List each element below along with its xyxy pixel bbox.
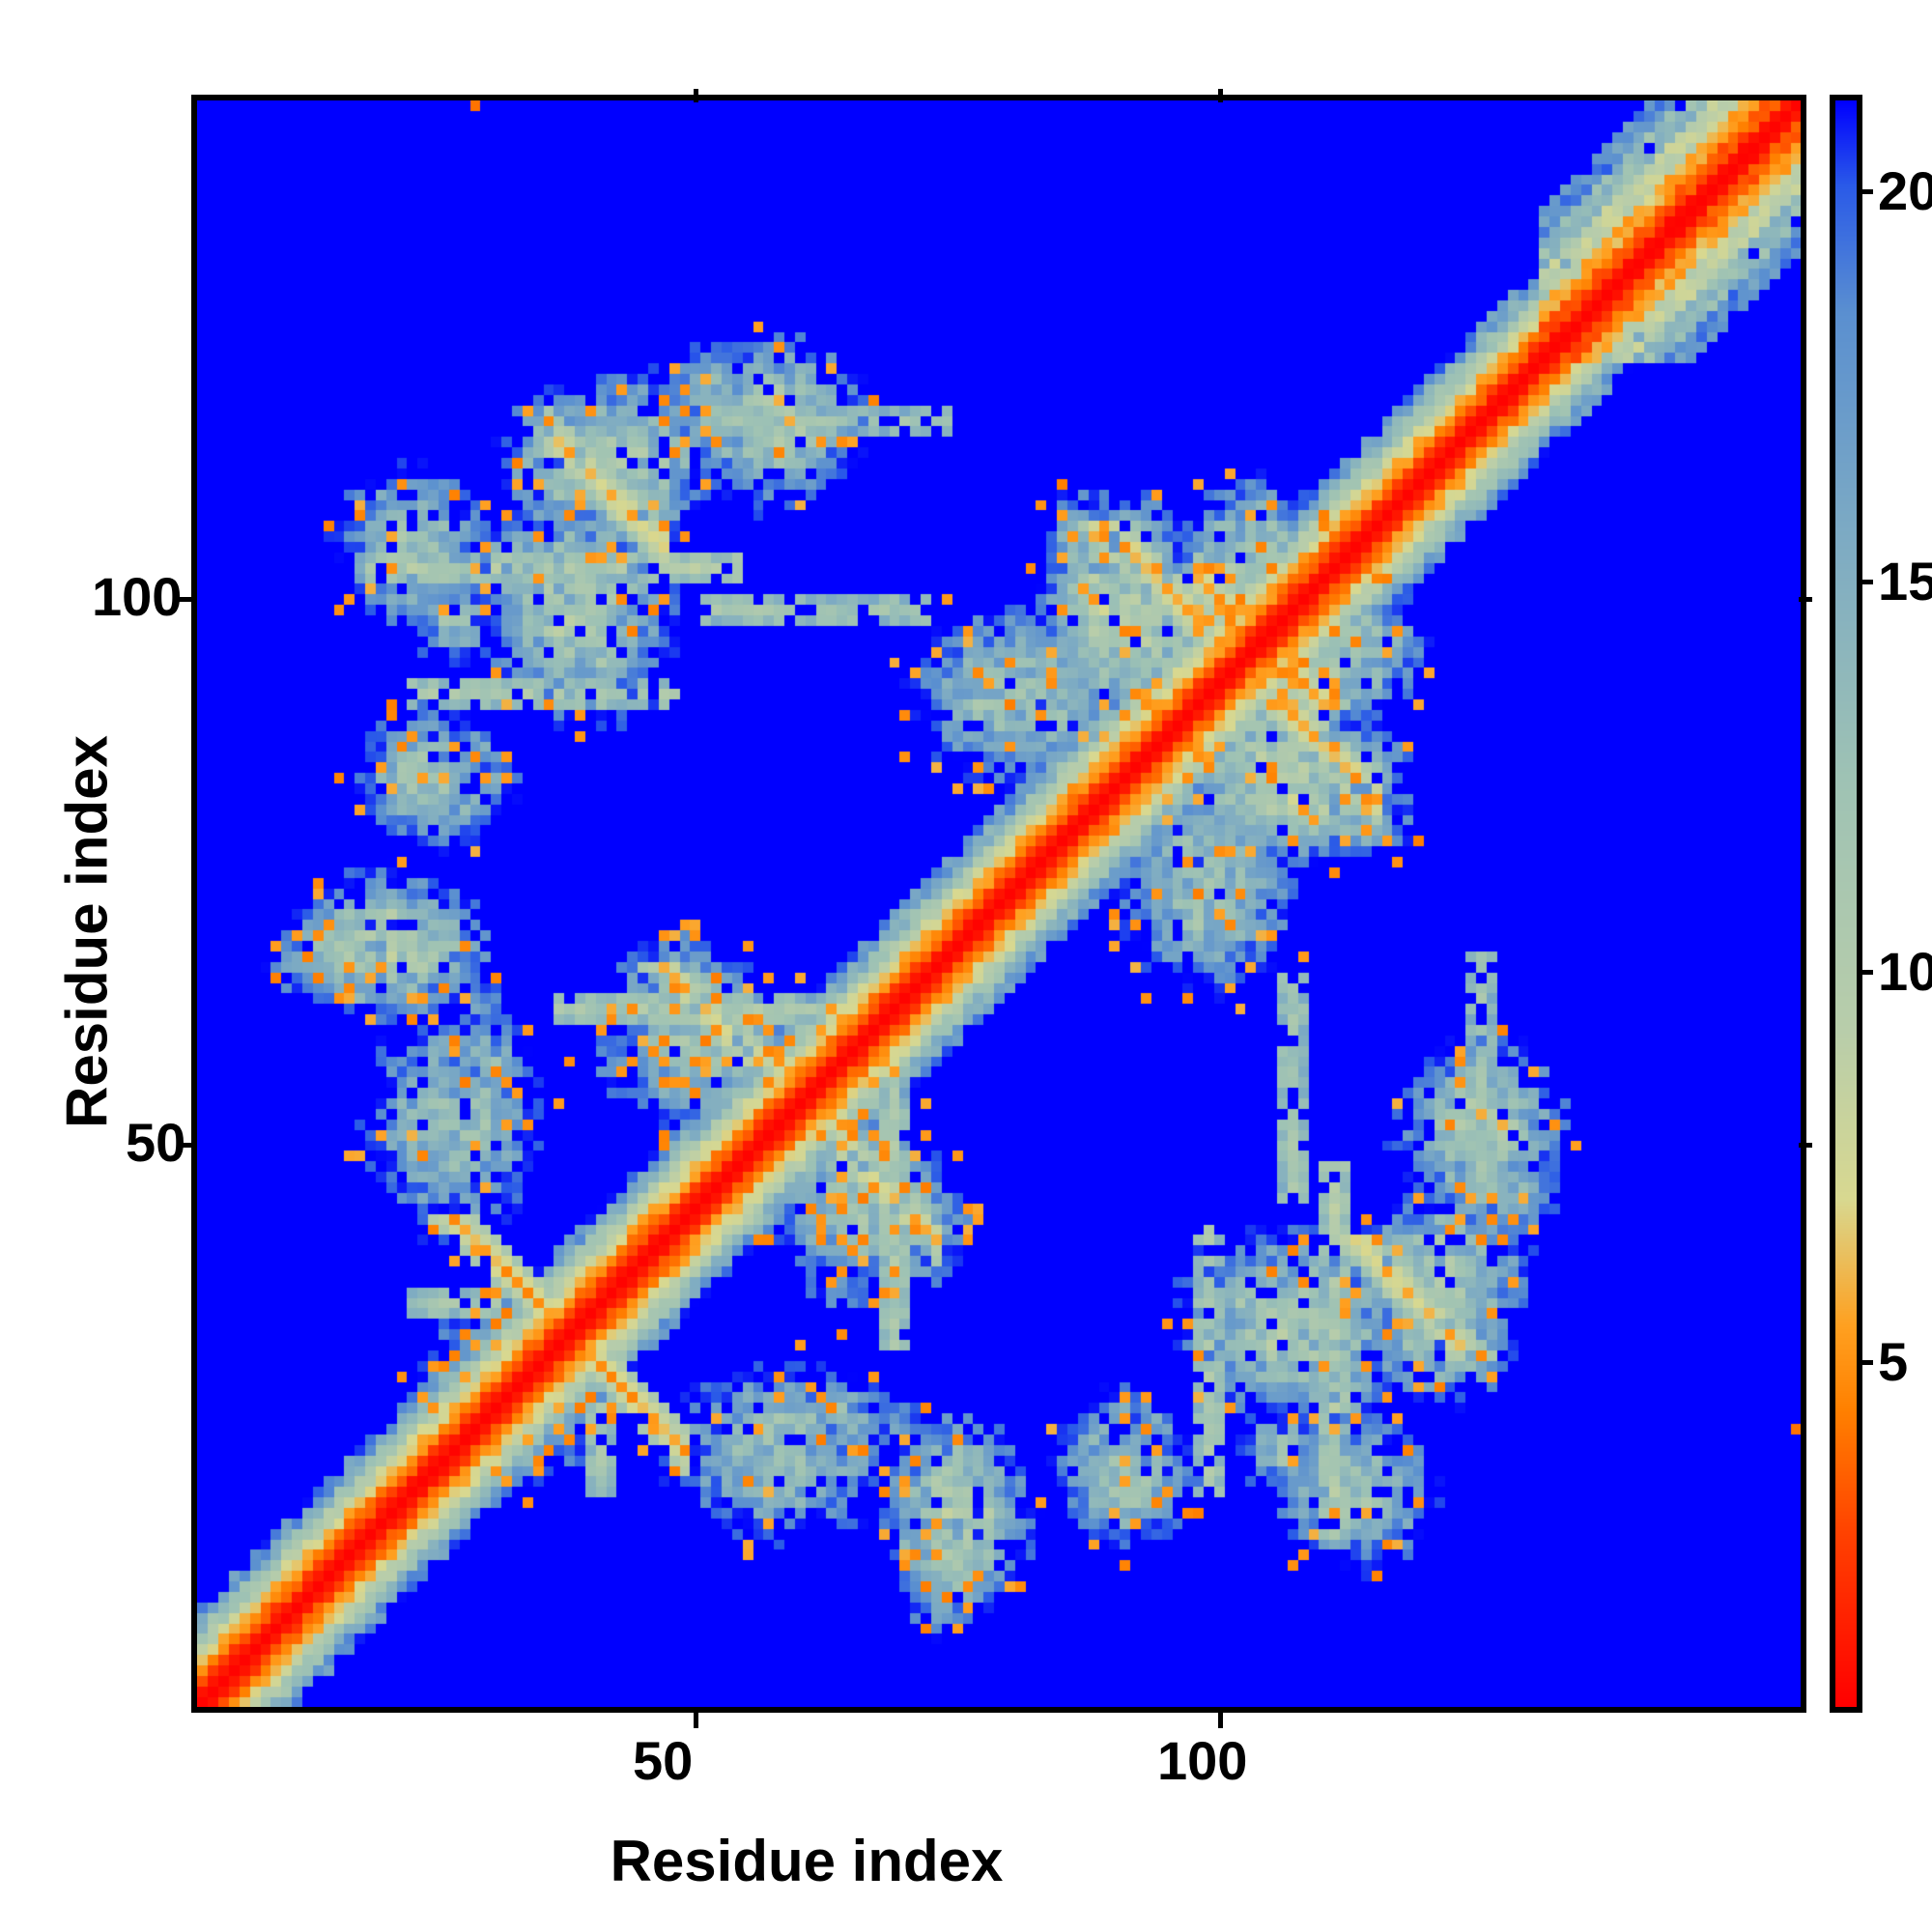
x-tick-label-100: 100 bbox=[1157, 1730, 1248, 1791]
x-axis-title: Residue index bbox=[0, 1828, 1932, 1894]
x-axis-title-text: Residue index bbox=[610, 1829, 1004, 1893]
colorbar-tick-label-10: 10 bbox=[1878, 941, 1932, 1002]
colorbar[interactable] bbox=[1830, 95, 1862, 1713]
y-tick-mark-50 bbox=[178, 1143, 193, 1148]
x-tick-mark-100 bbox=[1218, 1713, 1223, 1728]
colorbar-tick-mark-10 bbox=[1860, 970, 1873, 975]
colorbar-tick-label-20: 20 bbox=[1878, 160, 1932, 221]
colorbar-gradient bbox=[1835, 100, 1857, 1707]
heatmap-canvas[interactable] bbox=[197, 100, 1801, 1707]
x-tick-mark-100-top bbox=[1218, 89, 1223, 102]
heatmap-plot-area[interactable] bbox=[191, 95, 1806, 1713]
y-tick-mark-100-right bbox=[1799, 597, 1812, 602]
y-axis-title: Residue index bbox=[54, 735, 120, 1128]
y-tick-mark-50-right bbox=[1799, 1143, 1812, 1148]
y-tick-label-100: 100 bbox=[92, 566, 183, 627]
y-tick-label-50: 50 bbox=[126, 1112, 186, 1173]
colorbar-tick-mark-5 bbox=[1860, 1360, 1873, 1365]
y-tick-mark-100 bbox=[178, 597, 193, 602]
x-tick-mark-50 bbox=[694, 1713, 698, 1728]
colorbar-tick-label-15: 15 bbox=[1878, 551, 1932, 611]
colorbar-tick-mark-20 bbox=[1860, 189, 1873, 194]
colorbar-tick-mark-15 bbox=[1860, 580, 1873, 584]
x-tick-label-50: 50 bbox=[633, 1730, 694, 1791]
x-tick-mark-50-top bbox=[694, 89, 698, 102]
colorbar-tick-label-5: 5 bbox=[1878, 1331, 1909, 1392]
